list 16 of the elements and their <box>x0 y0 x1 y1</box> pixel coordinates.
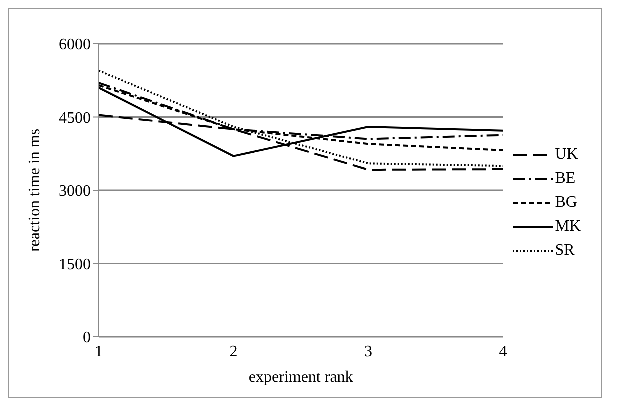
y-tick-label: 6000 <box>59 36 91 54</box>
legend-label: BE <box>555 170 576 188</box>
legend-label: MK <box>555 218 581 236</box>
legend-label: UK <box>555 146 578 164</box>
y-axis-title: reaction time in ms <box>26 128 44 252</box>
y-tick-label: 1500 <box>59 256 91 274</box>
x-tick-label: 3 <box>364 343 372 360</box>
y-tick-label: 3000 <box>59 183 91 200</box>
x-axis-title: experiment rank <box>248 369 354 386</box>
legend-label: BG <box>555 194 578 212</box>
legend-label: SR <box>555 242 575 260</box>
y-tick-label: 4500 <box>59 110 91 127</box>
x-tick-label: 1 <box>95 343 103 360</box>
x-tick-label: 4 <box>499 343 508 360</box>
y-tick-label: 0 <box>83 330 91 347</box>
x-tick-label: 2 <box>230 343 238 360</box>
